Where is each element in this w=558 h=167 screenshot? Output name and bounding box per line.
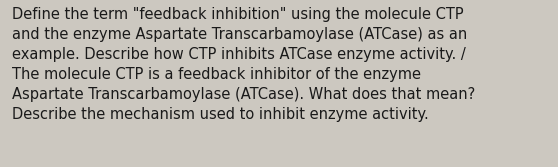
Text: Define the term "feedback inhibition" using the molecule CTP
and the enzyme Aspa: Define the term "feedback inhibition" us…	[12, 7, 475, 122]
